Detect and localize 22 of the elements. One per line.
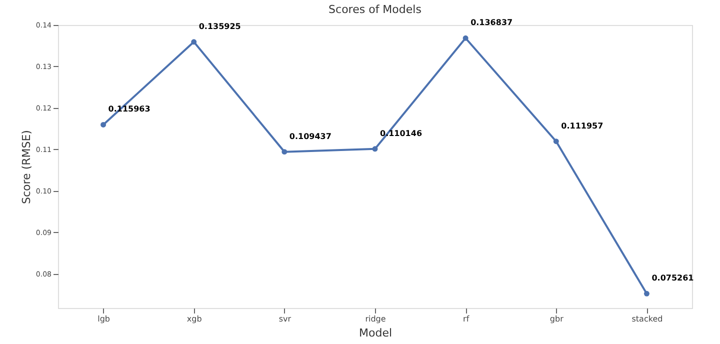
- x-tick-label: gbr: [550, 314, 564, 324]
- x-tick-label: lgb: [98, 314, 110, 324]
- point: [372, 146, 378, 152]
- point: [462, 35, 468, 41]
- data-label: 0.136837: [470, 18, 513, 28]
- x-tick-label: rf: [463, 314, 470, 324]
- x-tick-label: ridge: [365, 314, 386, 324]
- x-tick-label: stacked: [632, 314, 663, 324]
- x-tick-label: xgb: [186, 314, 202, 324]
- data-label: 0.135925: [198, 22, 242, 31]
- y-axis-title: Score (RMSE): [20, 130, 33, 204]
- data-label: 0.109437: [289, 132, 332, 141]
- point: [644, 290, 650, 296]
- x-tick-label: svr: [278, 314, 292, 324]
- data-label: 0.075261: [652, 274, 694, 283]
- point: [282, 149, 288, 155]
- chart-title: Scores of Models: [328, 3, 422, 16]
- x-axis-title: Model: [358, 326, 392, 340]
- data-label: 0.111957: [561, 121, 604, 130]
- point: [553, 138, 559, 144]
- point: [100, 122, 106, 128]
- point: [191, 39, 197, 45]
